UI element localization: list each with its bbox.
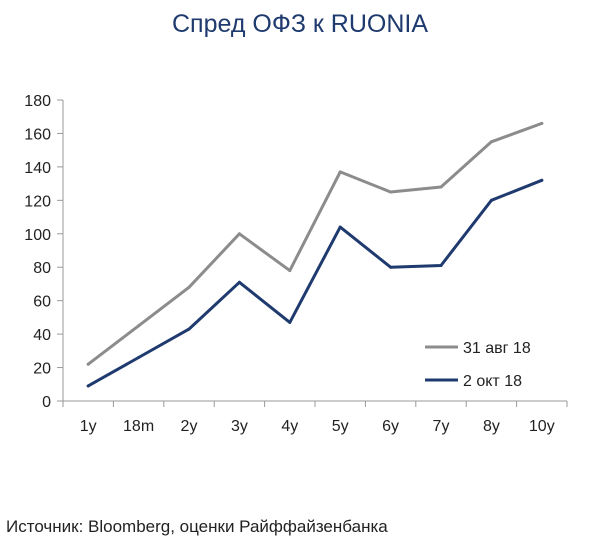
y-tick-label: 160	[24, 126, 51, 143]
data-point	[338, 225, 342, 229]
x-tick-label: 3y	[231, 418, 248, 435]
x-tick-label: 7y	[433, 418, 450, 435]
x-tick-label: 10y	[529, 418, 555, 435]
legend-label-1: 31 авг 18	[463, 340, 531, 357]
data-point	[86, 362, 90, 366]
y-tick-label: 0	[42, 394, 51, 411]
x-tick-label: 2y	[181, 418, 198, 435]
y-tick-label: 20	[33, 361, 51, 378]
legend-label-2: 2 окт 18	[463, 373, 522, 390]
data-point	[389, 190, 393, 194]
data-point	[540, 178, 544, 182]
data-point	[439, 264, 443, 268]
series-line-2	[86, 178, 544, 388]
x-tick-label: 18m	[123, 418, 154, 435]
chart-title: Спред ОФЗ к RUONIA	[172, 10, 428, 38]
series-line-1	[86, 121, 544, 366]
data-point	[439, 185, 443, 189]
data-point	[137, 324, 141, 328]
data-point	[187, 327, 191, 331]
y-tick-label: 60	[33, 294, 51, 311]
data-point	[389, 265, 393, 269]
data-point	[137, 356, 141, 360]
source-note: Источник: Bloomberg, оценки Райффайзенба…	[6, 517, 388, 536]
data-point	[86, 384, 90, 388]
y-tick-label: 40	[33, 327, 51, 344]
y-axis-ticks: 0 20 40 60 80 100 120 140 160 180	[24, 93, 63, 411]
x-axis-ticks: 1y 18m 2y 3y 4y 5y 6y 7y 8y 10y	[62, 401, 568, 435]
x-tick-label: 6y	[382, 418, 399, 435]
y-tick-label: 140	[24, 160, 51, 177]
x-tick-label: 1y	[80, 418, 97, 435]
chart-series	[86, 121, 544, 388]
data-point	[489, 140, 493, 144]
x-tick-label: 5y	[332, 418, 349, 435]
y-tick-label: 180	[24, 93, 51, 110]
data-point	[540, 121, 544, 125]
data-point	[489, 198, 493, 202]
y-tick-label: 80	[33, 260, 51, 277]
data-point	[288, 269, 292, 273]
chart-legend: 31 авг 18 2 окт 18	[425, 340, 531, 390]
y-tick-label: 100	[24, 227, 51, 244]
y-tick-label: 120	[24, 193, 51, 210]
data-point	[237, 232, 241, 236]
x-tick-label: 4y	[281, 418, 298, 435]
data-point	[237, 280, 241, 284]
data-point	[187, 285, 191, 289]
x-tick-label: 8y	[483, 418, 500, 435]
data-point	[288, 320, 292, 324]
data-point	[338, 170, 342, 174]
